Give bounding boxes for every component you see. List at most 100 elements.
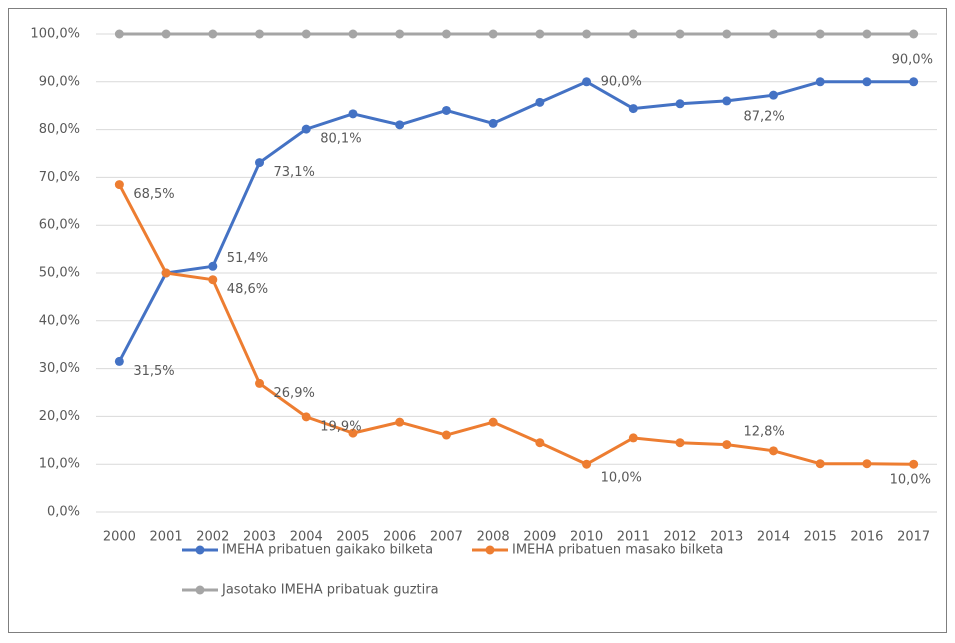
data-label: 26,9% [274, 386, 315, 401]
data-label: 51,4% [227, 251, 268, 266]
data-point [301, 124, 311, 134]
legend-label: IMEHA pribatuen masako bilketa [512, 543, 723, 558]
x-tick-label: 2009 [523, 530, 556, 545]
series-line [118, 183, 914, 466]
legend-label: Jasotako IMEHA pribatuak guztira [221, 583, 439, 598]
data-point [675, 99, 685, 109]
data-point [722, 96, 732, 106]
data-point [768, 90, 778, 100]
data-point [815, 29, 825, 39]
data-point [348, 109, 358, 119]
x-tick-label: 2012 [663, 530, 696, 545]
data-point [535, 29, 545, 39]
x-tick-label: 2015 [804, 530, 837, 545]
data-point [862, 459, 872, 469]
data-point [582, 29, 592, 39]
data-point [208, 261, 218, 271]
data-point [161, 268, 171, 278]
y-tick-label: 20,0% [39, 409, 80, 424]
data-point [301, 29, 311, 39]
x-tick-label: 2006 [383, 530, 416, 545]
x-tick-label: 2003 [243, 530, 276, 545]
data-point [722, 440, 732, 450]
data-point [675, 438, 685, 448]
data-point [114, 29, 124, 39]
x-tick-label: 2004 [290, 530, 323, 545]
data-point [535, 438, 545, 448]
series-line [118, 80, 914, 363]
data-point [255, 29, 265, 39]
data-label: 10,0% [601, 471, 642, 486]
data-point [441, 29, 451, 39]
x-tick-label: 2017 [897, 530, 930, 545]
data-point [628, 29, 638, 39]
data-point [441, 430, 451, 440]
legend-marker [485, 545, 495, 555]
data-point [488, 118, 498, 128]
legend-marker [195, 585, 205, 595]
data-label: 73,1% [274, 165, 315, 180]
data-point [628, 433, 638, 443]
data-point [535, 97, 545, 107]
data-label: 31,5% [133, 364, 174, 379]
x-tick-label: 2000 [103, 530, 136, 545]
data-point [255, 158, 265, 168]
x-tick-label: 2001 [150, 530, 183, 545]
y-tick-label: 30,0% [39, 361, 80, 376]
data-point [441, 105, 451, 115]
data-point [815, 77, 825, 87]
x-tick-label: 2011 [617, 530, 650, 545]
data-point [395, 29, 405, 39]
data-point [348, 29, 358, 39]
x-tick-label: 2005 [336, 530, 369, 545]
data-point [768, 446, 778, 456]
legend-marker [195, 545, 205, 555]
data-point [488, 417, 498, 427]
data-label: 90,0% [601, 74, 642, 89]
data-point [161, 29, 171, 39]
x-tick-label: 2010 [570, 530, 603, 545]
data-point [582, 459, 592, 469]
x-tick-label: 2008 [477, 530, 510, 545]
data-point [909, 459, 919, 469]
y-tick-label: 90,0% [39, 74, 80, 89]
data-point [301, 412, 311, 422]
y-tick-label: 10,0% [39, 457, 80, 472]
data-label: 10,0% [890, 473, 931, 488]
data-point [395, 120, 405, 130]
x-tick-label: 2013 [710, 530, 743, 545]
data-point [768, 29, 778, 39]
data-point [582, 77, 592, 87]
data-label: 87,2% [743, 110, 784, 125]
data-label: 19,9% [320, 419, 361, 434]
data-point [114, 180, 124, 190]
data-point [395, 417, 405, 427]
data-point [675, 29, 685, 39]
data-point [815, 459, 825, 469]
data-point [488, 29, 498, 39]
data-point [255, 378, 265, 388]
y-tick-label: 100,0% [30, 27, 80, 42]
data-point [628, 104, 638, 114]
data-label: 12,8% [743, 424, 784, 439]
data-point [348, 428, 358, 438]
data-label: 48,6% [227, 282, 268, 297]
data-label: 68,5% [133, 187, 174, 202]
data-point [909, 77, 919, 87]
y-tick-label: 50,0% [39, 266, 80, 281]
x-tick-label: 2014 [757, 530, 790, 545]
y-tick-label: 80,0% [39, 122, 80, 137]
data-point [208, 275, 218, 285]
y-tick-label: 70,0% [39, 170, 80, 185]
data-point [862, 77, 872, 87]
x-tick-label: 2016 [850, 530, 883, 545]
data-label: 90,0% [892, 52, 933, 67]
data-point [909, 29, 919, 39]
x-tick-label: 2002 [196, 530, 229, 545]
data-point [722, 29, 732, 39]
data-label: 80,1% [320, 132, 361, 147]
legend-label: IMEHA pribatuen gaikako bilketa [222, 543, 433, 558]
data-point [114, 356, 124, 366]
data-point [862, 29, 872, 39]
